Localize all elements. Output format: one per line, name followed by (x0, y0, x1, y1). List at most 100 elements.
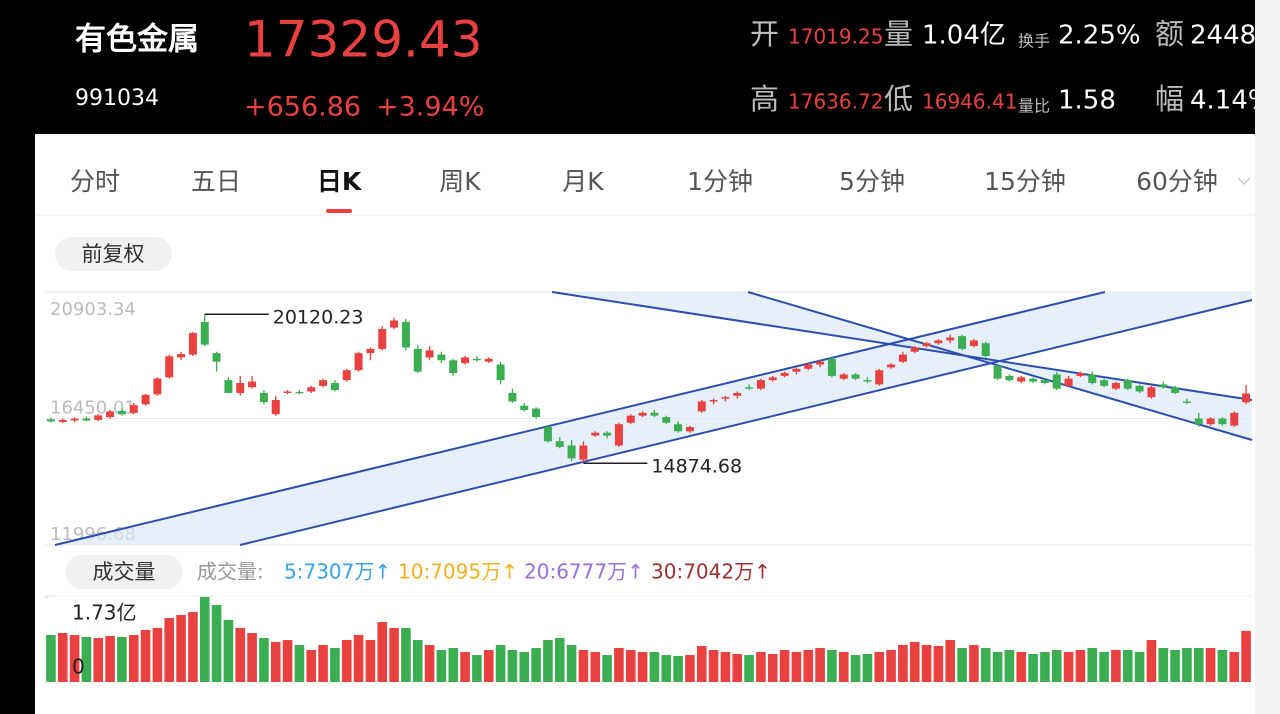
candle-body (733, 392, 742, 396)
candle-body (1206, 418, 1215, 425)
candle-body (816, 361, 825, 365)
volume-bar (93, 638, 104, 682)
volume-bar (661, 655, 672, 682)
channel-fill (55, 292, 1252, 545)
stat-value: 16946.41 (922, 90, 1017, 114)
adjust-button[interactable] (55, 237, 172, 271)
candle-body (1029, 378, 1038, 382)
volume-bar (1040, 651, 1050, 682)
tab-more-chevron[interactable] (1237, 177, 1251, 186)
last-price: 17329.43 (244, 11, 483, 69)
candle-body (1088, 374, 1097, 383)
volume-bar (460, 651, 470, 682)
legend-entry: 10:7095万↑ (398, 560, 518, 584)
price-change: +656.86 (244, 92, 361, 123)
volume-bar (436, 650, 447, 682)
volume-bar (152, 628, 163, 682)
candle-body (295, 392, 304, 394)
candle-body (1135, 385, 1144, 392)
candle-body (58, 419, 67, 422)
candle-body (94, 415, 103, 420)
candle-body (1064, 378, 1073, 386)
volume-bar (1158, 648, 1169, 682)
volume-bar (827, 650, 837, 682)
volume-bar (957, 648, 967, 682)
volume-bar (341, 639, 352, 682)
candle-body (1123, 380, 1132, 389)
tab[interactable]: 日K (317, 167, 363, 196)
volume-bar (732, 653, 743, 682)
volume-bar (164, 618, 175, 682)
volume-bar (507, 650, 518, 682)
candle-body (898, 354, 907, 362)
volume-bar (1111, 650, 1121, 682)
candle-body (1017, 377, 1026, 382)
candle-body (685, 427, 694, 432)
stat-value: 2448 (1190, 21, 1256, 51)
volume-button-label: 成交量 (93, 560, 156, 584)
tab[interactable]: 周K (439, 167, 481, 196)
volume-bar (1170, 650, 1180, 682)
volume-bar (176, 615, 186, 682)
candle-body (958, 336, 967, 349)
stat-value: 2.25% (1058, 21, 1141, 51)
tab[interactable]: 15分钟 (984, 167, 1066, 196)
volume-bar (779, 650, 790, 682)
volume-bar (282, 639, 293, 682)
candle-body (188, 332, 197, 355)
volume-bar (625, 650, 636, 682)
candle-body (721, 397, 730, 399)
volume-bar (1146, 639, 1157, 682)
stat-value: 17636.72 (788, 90, 883, 114)
volume-bar (223, 619, 234, 682)
volume-bar (685, 655, 695, 682)
candle-body (851, 374, 860, 379)
volume-bar (614, 648, 624, 682)
candle-body (887, 364, 896, 368)
volume-bar (969, 645, 979, 682)
candle-body (532, 408, 541, 418)
candle-body (768, 377, 777, 381)
candle-body (603, 432, 612, 436)
candle-body (662, 417, 671, 423)
volume-bar (543, 639, 553, 682)
volume-button[interactable] (65, 555, 183, 589)
volume-bar (259, 638, 269, 682)
volume-bar (791, 651, 802, 682)
candle-body (993, 365, 1002, 379)
volume-bar (874, 651, 885, 682)
candle-body (484, 358, 493, 362)
candle-body (1052, 374, 1061, 389)
candle-body (271, 400, 280, 415)
volume-bar (412, 639, 423, 682)
volume-bar (57, 633, 68, 682)
volume-bar (933, 645, 944, 682)
tab[interactable]: 60分钟 (1136, 167, 1218, 196)
volume-bar (708, 650, 719, 682)
candle-body (141, 394, 150, 405)
volume-bar (992, 651, 1003, 682)
candle-body (875, 370, 884, 385)
tab[interactable]: 分时 (70, 167, 120, 196)
stat-label: 量 (884, 17, 913, 51)
candle-body (1159, 384, 1168, 388)
volume-bar (673, 656, 683, 682)
candle-body (910, 347, 919, 352)
candle-body (153, 378, 162, 395)
tab[interactable]: 1分钟 (687, 167, 753, 196)
volume-bar (554, 638, 565, 682)
tab[interactable]: 五日 (191, 167, 241, 196)
candle-body (638, 412, 647, 416)
candle-body (342, 370, 351, 381)
candle-body (165, 356, 174, 378)
candle-body (827, 358, 836, 376)
volume-bar (483, 650, 494, 682)
candle-body (461, 357, 470, 364)
annotations: 20120.23 14874.68 (204, 307, 742, 478)
volume-bar (294, 645, 305, 682)
candles (46, 314, 1251, 464)
candle-body (804, 364, 813, 369)
tab[interactable]: 5分钟 (839, 167, 905, 196)
tab[interactable]: 月K (562, 167, 604, 196)
